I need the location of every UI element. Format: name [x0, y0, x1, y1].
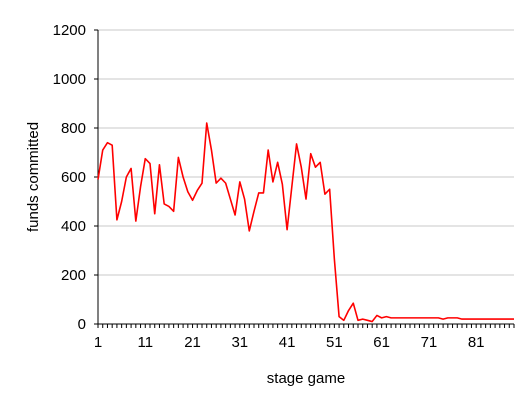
x-tick-label: 21	[184, 334, 201, 351]
x-tick-label: 51	[326, 334, 343, 351]
x-tick-label: 31	[231, 334, 248, 351]
y-tick-label: 1200	[53, 22, 86, 39]
x-axis-title: stage game	[267, 370, 345, 387]
x-tick-label: 61	[373, 334, 390, 351]
y-tick-label: 200	[61, 267, 86, 284]
x-tick-label: 81	[468, 334, 485, 351]
y-tick-label: 600	[61, 169, 86, 186]
x-tick-label: 1	[94, 334, 102, 351]
x-tick-label: 11	[137, 334, 153, 351]
y-axis-title: funds committed	[25, 122, 42, 232]
series-layer	[97, 122, 514, 323]
gridlines	[98, 29, 514, 276]
series-line-0	[97, 122, 514, 323]
y-tick-label: 400	[61, 218, 86, 235]
y-tick-label: 800	[61, 120, 86, 137]
y-tick-label: 0	[78, 316, 86, 333]
axes	[94, 29, 515, 328]
y-tick-label: 1000	[53, 71, 86, 88]
x-tick-label: 71	[421, 334, 438, 351]
x-tick-label: 41	[279, 334, 296, 351]
